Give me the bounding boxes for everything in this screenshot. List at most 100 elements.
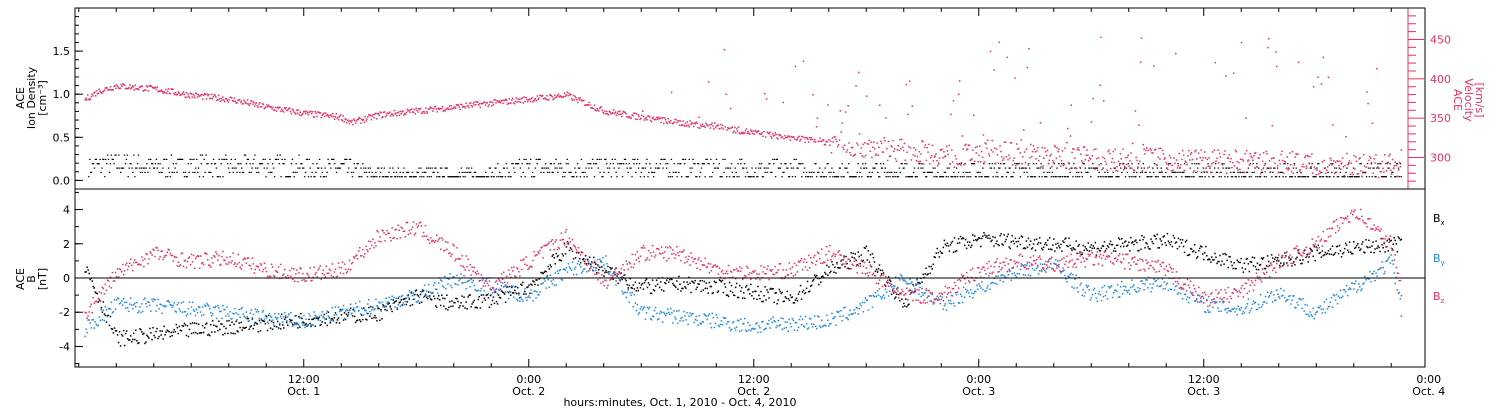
velocity-point	[692, 122, 694, 125]
bx-point	[1154, 235, 1156, 238]
by-point	[740, 318, 742, 320]
density-point	[184, 171, 187, 173]
density-point	[783, 171, 785, 173]
bx-point	[1031, 247, 1034, 249]
by-point	[455, 283, 457, 286]
velocity-point	[1106, 169, 1108, 172]
velocity-point	[160, 89, 163, 91]
by-point	[400, 296, 402, 298]
bx-point	[859, 262, 861, 265]
by-point	[453, 276, 455, 278]
velocity-point	[778, 133, 780, 136]
velocity-point	[417, 111, 419, 113]
velocity-point	[1292, 172, 1295, 174]
by-point	[140, 311, 142, 314]
density-point	[138, 167, 141, 169]
bx-point	[409, 304, 412, 307]
density-point	[565, 163, 568, 165]
bx-point	[283, 327, 285, 329]
density-point	[976, 171, 978, 173]
velocity-point	[1161, 149, 1164, 152]
bx-point	[807, 291, 810, 293]
density-point	[592, 163, 595, 165]
bx-point	[1022, 247, 1025, 250]
bx-point	[692, 281, 694, 283]
bx-point	[939, 250, 942, 252]
by-point	[533, 290, 535, 292]
velocity-point	[1019, 152, 1021, 154]
velocity-point	[760, 133, 762, 135]
by-point	[256, 309, 259, 311]
velocity-point	[1134, 110, 1137, 112]
bx-point	[272, 322, 275, 324]
bx-point	[1299, 259, 1301, 261]
bx-point	[1081, 253, 1083, 256]
density-point	[1244, 176, 1247, 178]
by-point	[487, 292, 490, 295]
velocity-point	[1117, 160, 1120, 163]
density-point	[1107, 176, 1110, 178]
velocity-point	[942, 157, 944, 159]
by-point	[283, 316, 285, 318]
velocity-point	[1131, 167, 1133, 169]
by-point	[598, 265, 600, 268]
bx-point	[1094, 241, 1097, 244]
bx-point	[1066, 245, 1068, 247]
bx-point	[585, 263, 588, 265]
velocity-point	[1159, 158, 1161, 160]
by-point	[262, 309, 265, 312]
bx-point	[1192, 250, 1195, 252]
velocity-point	[807, 141, 810, 143]
density-point	[308, 158, 310, 160]
by-point	[668, 311, 670, 314]
by-point	[260, 318, 263, 320]
density-point	[268, 171, 270, 173]
bx-point	[1052, 244, 1054, 246]
density-point	[719, 176, 721, 178]
velocity-point	[314, 110, 316, 113]
density-point	[314, 176, 316, 178]
velocity-point	[812, 94, 814, 96]
velocity-point	[938, 157, 941, 159]
velocity-point	[376, 113, 379, 115]
velocity-point	[670, 91, 673, 94]
bx-point	[212, 320, 214, 322]
density-point	[881, 167, 884, 169]
by-point	[273, 313, 276, 315]
density-point	[487, 176, 490, 178]
velocity-point	[936, 160, 938, 162]
velocity-point	[1083, 146, 1086, 148]
density-point	[1360, 163, 1362, 165]
velocity-point	[219, 100, 222, 103]
bx-point	[359, 319, 361, 321]
bx-point	[132, 338, 134, 341]
density-point	[439, 167, 442, 169]
by-point	[737, 320, 740, 322]
density-point	[1187, 176, 1190, 178]
bx-point	[659, 281, 662, 283]
bx-point	[881, 269, 884, 272]
bx-point	[97, 301, 99, 303]
bx-point	[347, 311, 350, 314]
density-point	[530, 158, 532, 160]
bx-point	[752, 291, 754, 293]
bx-point	[385, 305, 387, 308]
by-point	[206, 302, 208, 305]
velocity-point	[692, 125, 695, 128]
density-point	[324, 167, 326, 169]
density-point	[1091, 167, 1093, 169]
velocity-point	[1133, 169, 1136, 172]
velocity-point	[309, 111, 311, 113]
by-point	[319, 319, 321, 322]
by-point	[742, 323, 744, 325]
density-point	[105, 158, 107, 160]
by-point	[714, 322, 717, 325]
velocity-point	[1153, 65, 1155, 67]
bx-point	[1027, 237, 1030, 240]
by-point	[768, 319, 770, 322]
density-point	[1255, 176, 1257, 178]
velocity-point	[462, 106, 465, 108]
bx-point	[627, 287, 629, 289]
density-point	[806, 176, 809, 178]
velocity-point	[277, 107, 280, 109]
